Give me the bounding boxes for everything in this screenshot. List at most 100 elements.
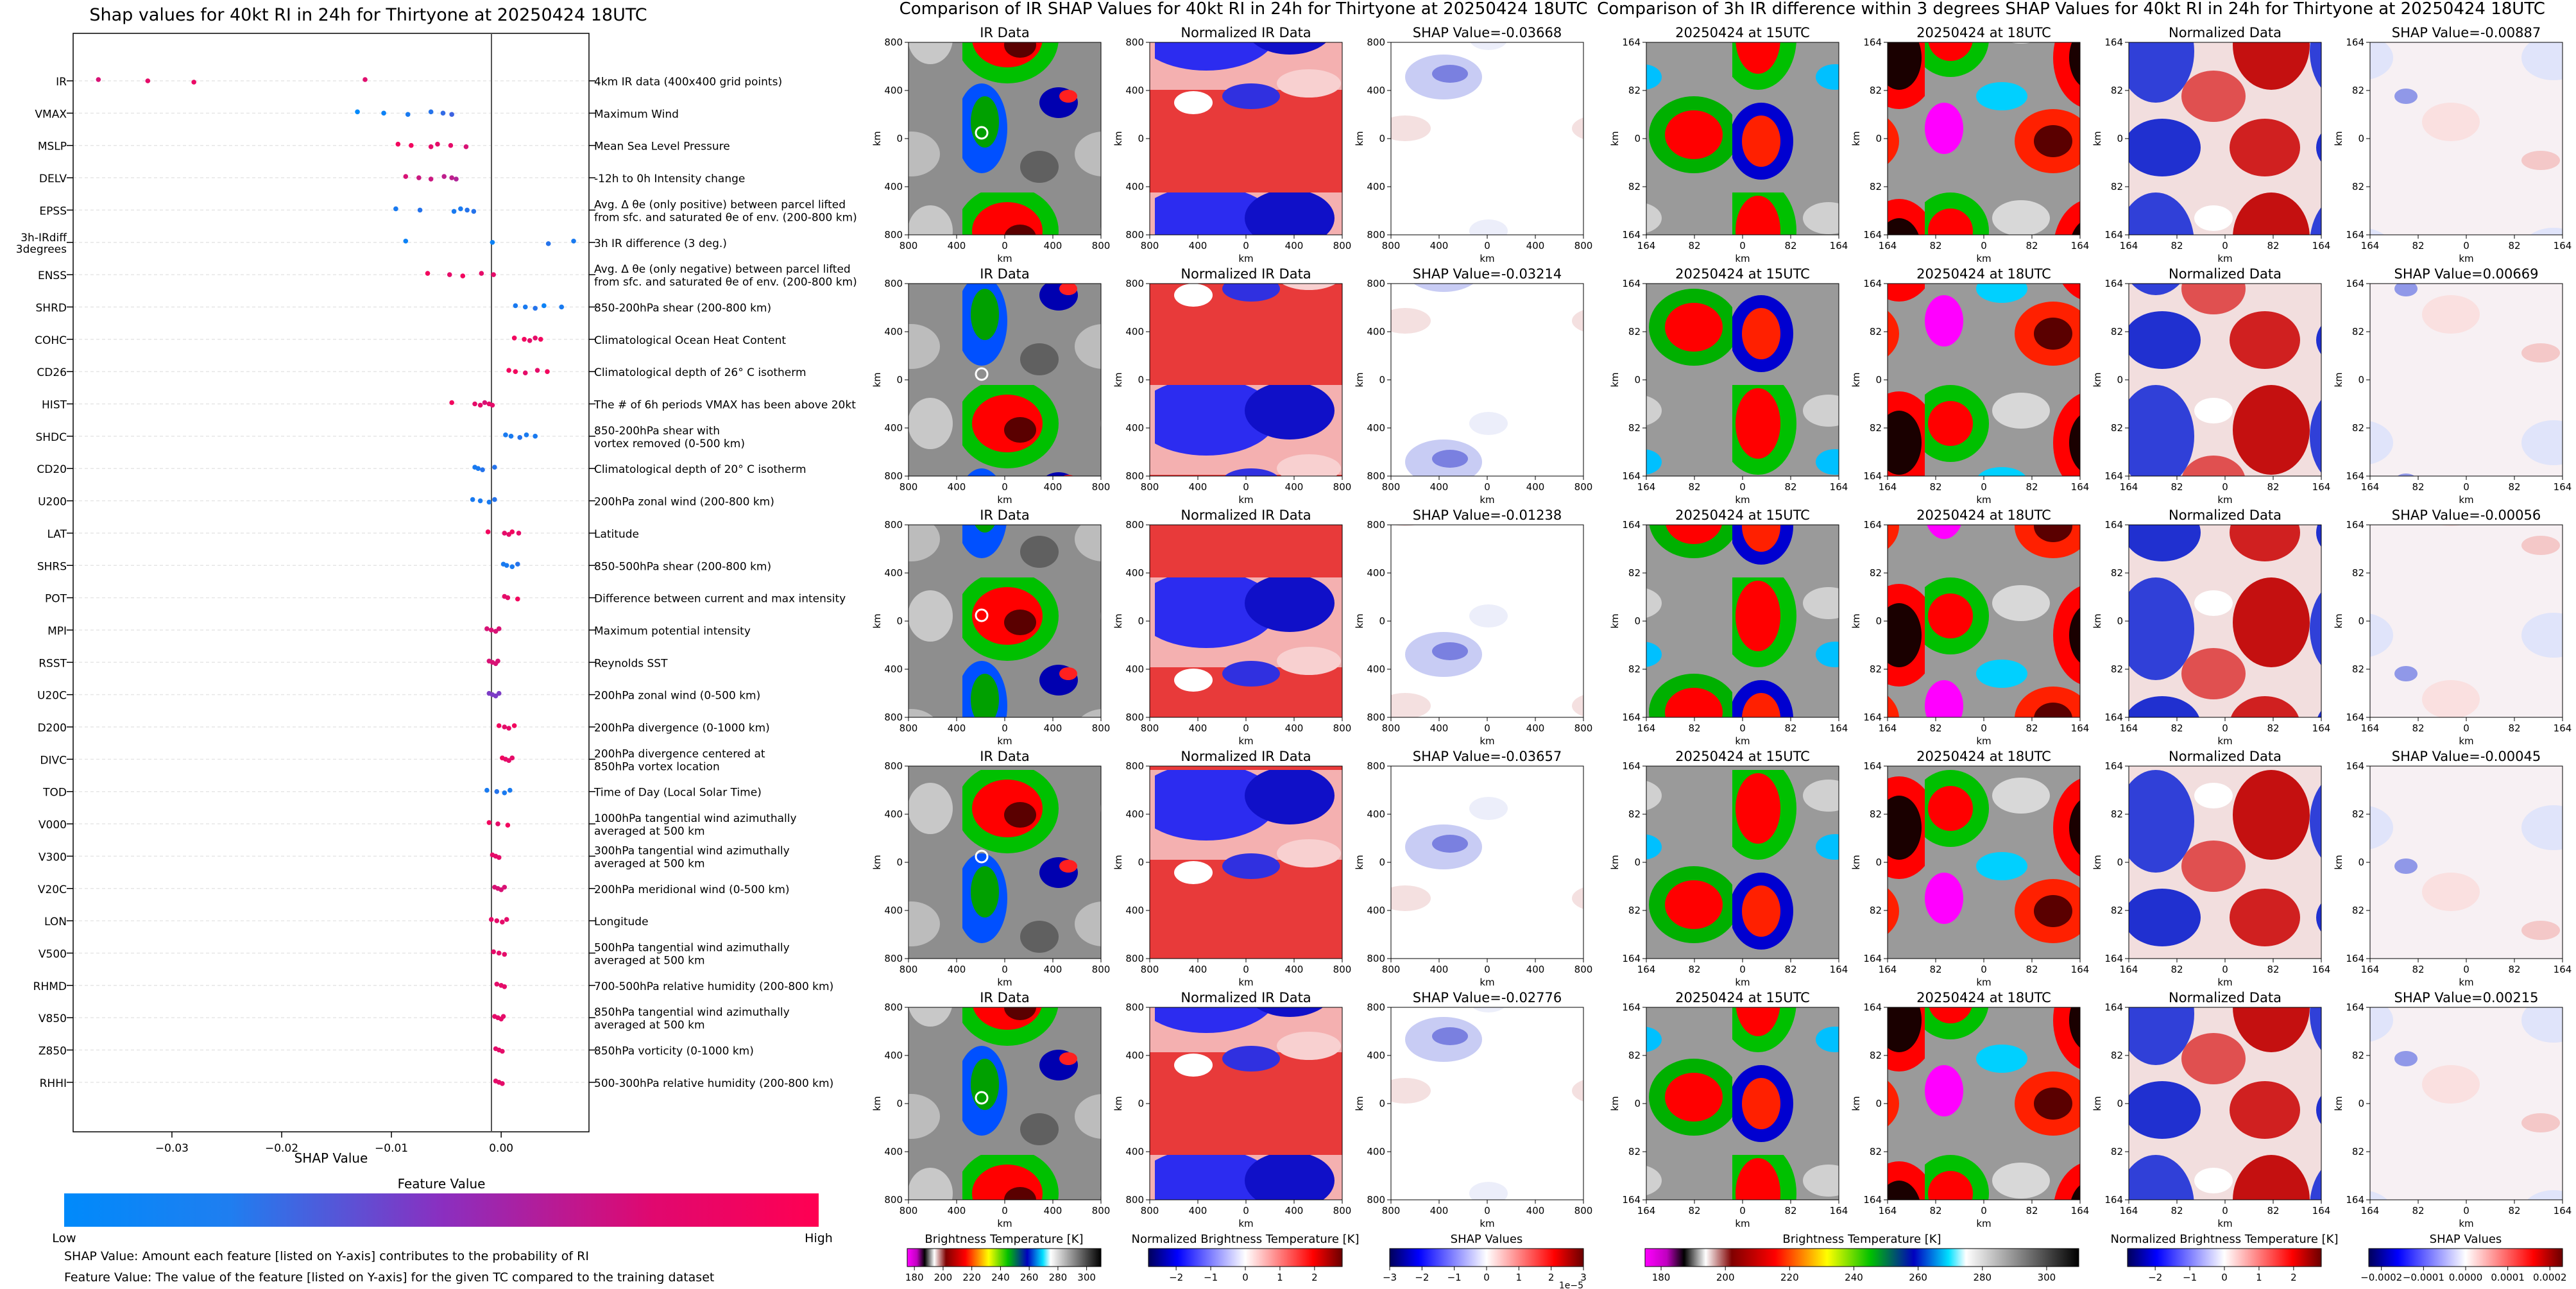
- xtick-label: −0.02: [265, 1142, 298, 1155]
- colorbar-tick-label: 3: [1580, 1272, 1587, 1283]
- heatmap-image: [2369, 1007, 2563, 1200]
- xtick-label: 82: [2508, 964, 2520, 975]
- ytick-label: 164: [2104, 37, 2123, 48]
- ytick-label: 400: [1125, 808, 1144, 820]
- ytick-label: 82: [1628, 85, 1641, 96]
- heatmap-image: [1149, 283, 1343, 477]
- ytick-label: 400: [1125, 85, 1144, 96]
- shap-point: [545, 369, 550, 374]
- feature-label: RHMD: [33, 980, 67, 993]
- ytick-label: 164: [1863, 712, 1882, 723]
- xtick-label: 82: [2171, 240, 2183, 252]
- panel-xlabel: km: [1238, 1218, 1253, 1229]
- xtick-label: 800: [1574, 1205, 1593, 1216]
- shap-point: [416, 175, 422, 180]
- shap-point: [538, 337, 543, 342]
- feature-description: Time of Day (Local Solar Time): [593, 787, 762, 799]
- feature-row: MPI Maximum potential intensity: [47, 625, 751, 638]
- panel-title: SHAP Value=-0.00887: [2392, 25, 2541, 40]
- xtick-label: 800: [1333, 964, 1352, 975]
- feature-label: RSST: [38, 657, 67, 670]
- feature-description: Climatological Ocean Heat Content: [594, 334, 786, 347]
- feature-row: V300 300hPa tangential wind azimuthallyav…: [38, 844, 790, 870]
- ytick-label: 164: [1863, 470, 1882, 482]
- heatmap-image: [1390, 524, 1584, 718]
- image-panel: Normalized Data1641648282008282164164kmk…: [2092, 25, 2330, 264]
- shap-point: [96, 77, 101, 82]
- ytick-label: 0: [2117, 374, 2123, 386]
- xtick-label: 164: [2312, 964, 2331, 975]
- ytick-label: 164: [2346, 760, 2364, 772]
- panel-xlabel: km: [1480, 494, 1494, 506]
- xtick-label: 164: [2312, 1205, 2331, 1216]
- image-panel: Normalized IR Data8008004004000040040080…: [1113, 266, 1351, 506]
- shap-point: [490, 239, 495, 245]
- feature-label: MPI: [47, 625, 67, 638]
- xtick-label: 164: [2071, 1205, 2090, 1216]
- panel-title: 20250424 at 18UTC: [1916, 508, 2051, 523]
- xtick-label: 400: [1285, 481, 1304, 493]
- xtick-label: 0: [1484, 722, 1490, 734]
- feature-description: averaged at 500 km: [594, 825, 705, 838]
- xtick-label: 400: [1044, 722, 1062, 734]
- xtick-label: 164: [2120, 1205, 2138, 1216]
- xtick-label: 400: [1285, 964, 1304, 975]
- feature-description: Latitude: [594, 528, 639, 541]
- ytick-label: 800: [1125, 1002, 1144, 1013]
- colorbar-label: Brightness Temperature [K]: [1782, 1233, 1941, 1246]
- ytick-label: 800: [1125, 1194, 1144, 1206]
- colorbar-tick-label: −1: [1204, 1272, 1218, 1283]
- panel-title: Normalized Data: [2169, 25, 2282, 40]
- feature-label: SHRD: [36, 302, 67, 314]
- xtick-label: 82: [2026, 1205, 2038, 1216]
- shap-point: [506, 726, 511, 731]
- image-panel: 20250424 at 18UTC1641648282008282164164k…: [1850, 25, 2089, 264]
- colorbar: SHAP Values −3 −2 −1 0 1 2 31e−5: [1383, 1233, 1587, 1289]
- image-panel: SHAP Value=-0.01238800800400400004004008…: [1354, 508, 1592, 747]
- shap-point: [513, 369, 518, 374]
- xtick-label: 800: [1092, 1205, 1111, 1216]
- panel-title: Normalized IR Data: [1181, 25, 1311, 40]
- shap-point: [447, 272, 452, 277]
- heatmap-image: [1887, 42, 2081, 235]
- xtick-label: 400: [948, 481, 966, 493]
- panel-ylabel: km: [1113, 613, 1124, 628]
- ytick-label: 400: [1125, 422, 1144, 434]
- colorbar-tick-label: 280: [1049, 1272, 1068, 1283]
- panel-ylabel: km: [1354, 1096, 1365, 1111]
- shap-point: [504, 563, 509, 568]
- ytick-label: 400: [884, 326, 903, 337]
- panel-xlabel: km: [1480, 253, 1494, 264]
- heatmap-image: [908, 524, 1102, 718]
- panel-xlabel: km: [1480, 1218, 1494, 1229]
- colorbar-tick-label: −1: [2183, 1272, 2197, 1283]
- heatmap-image: [1646, 1007, 1839, 1200]
- image-panel: 20250424 at 15UTC1641648282008282164164k…: [1609, 749, 1848, 988]
- feature-row: LAT Latitude: [47, 528, 639, 541]
- xtick-label: 0: [2222, 1205, 2228, 1216]
- xtick-label: 0: [1002, 722, 1008, 734]
- ytick-label: 800: [884, 760, 903, 772]
- shap-point: [428, 176, 434, 182]
- panel-xlabel: km: [1480, 977, 1494, 988]
- panel-title: 20250424 at 18UTC: [1916, 266, 2051, 282]
- shap-point: [496, 690, 502, 696]
- ytick-label: 800: [1125, 470, 1144, 482]
- shap-point: [502, 952, 508, 957]
- colorbar-tick-label: 260: [1909, 1272, 1927, 1283]
- shap-point: [502, 884, 508, 890]
- feature-label: V000: [38, 819, 67, 832]
- ytick-label: 82: [2111, 905, 2123, 916]
- ytick-label: 0: [896, 1098, 903, 1109]
- feature-row: V000 1000hPa tangential wind azimuthallya…: [38, 812, 797, 838]
- shap-point: [403, 174, 409, 179]
- xtick-label: 82: [2267, 481, 2279, 493]
- xtick-label: 0: [1981, 240, 1987, 252]
- shap-point: [517, 435, 523, 440]
- ytick-label: 0: [2358, 615, 2364, 627]
- shap-point: [191, 80, 196, 85]
- shap-point: [395, 141, 401, 147]
- feature-description: Reynolds SST: [594, 657, 668, 670]
